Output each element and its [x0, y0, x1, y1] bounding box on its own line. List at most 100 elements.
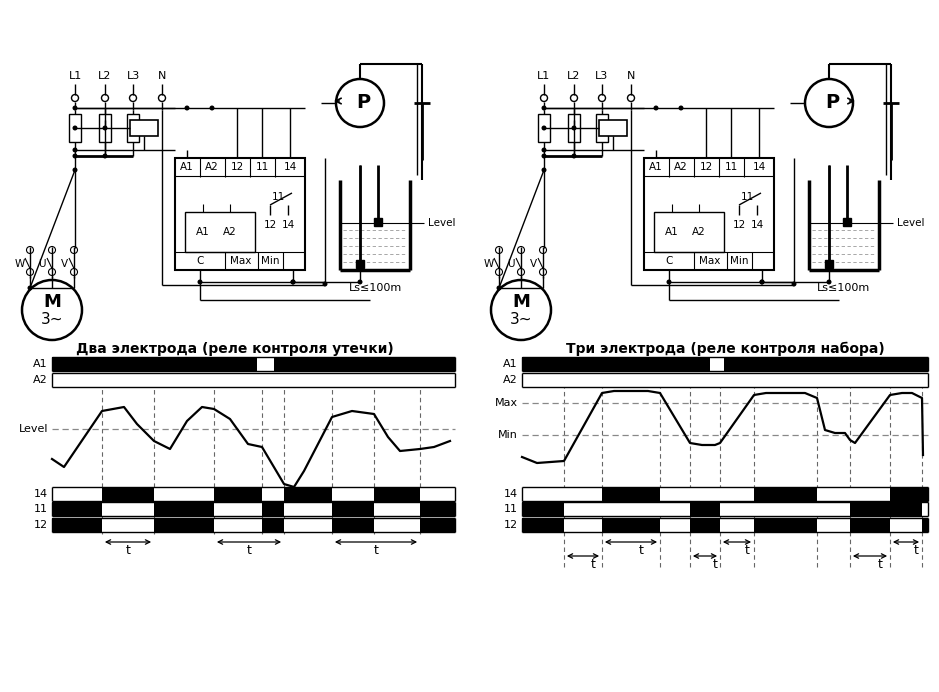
Text: A2: A2	[205, 162, 219, 172]
Circle shape	[102, 125, 107, 131]
Circle shape	[101, 95, 109, 102]
Text: A2: A2	[33, 375, 48, 385]
Bar	[720, 502, 850, 516]
Text: Level: Level	[19, 424, 48, 434]
Bar	[660, 518, 690, 532]
Text: t: t	[878, 558, 883, 570]
Circle shape	[496, 268, 502, 275]
Text: A2: A2	[692, 227, 706, 237]
Circle shape	[72, 147, 78, 152]
Bar	[922, 502, 928, 516]
Bar	[843, 218, 851, 226]
Circle shape	[542, 125, 546, 131]
Bar	[284, 502, 332, 516]
Text: A2: A2	[503, 375, 518, 385]
Bar	[754, 518, 817, 532]
Circle shape	[792, 282, 796, 286]
Bar	[69, 114, 81, 142]
Text: Три электрода (реле контроля набора): Три электрода (реле контроля набора)	[565, 342, 885, 356]
Bar	[175, 158, 305, 270]
Text: t: t	[713, 558, 717, 570]
Bar	[690, 502, 720, 516]
Circle shape	[542, 154, 546, 158]
Circle shape	[72, 167, 78, 172]
Bar	[850, 518, 890, 532]
Text: P: P	[356, 93, 370, 113]
Bar	[52, 518, 102, 532]
Bar	[52, 502, 102, 516]
Bar	[374, 487, 420, 501]
Text: t: t	[745, 543, 749, 556]
Text: A2: A2	[223, 227, 237, 237]
Text: M: M	[512, 293, 530, 311]
Text: W: W	[15, 259, 25, 269]
Text: L3: L3	[595, 71, 608, 81]
Circle shape	[540, 246, 546, 253]
Bar	[214, 487, 262, 501]
Bar	[284, 487, 332, 501]
Bar	[332, 518, 374, 532]
Text: Max: Max	[230, 256, 252, 266]
Text: t: t	[639, 543, 643, 556]
Bar	[274, 357, 455, 371]
Text: A1: A1	[503, 359, 518, 369]
Bar	[817, 518, 850, 532]
Bar	[374, 502, 420, 516]
Text: 12: 12	[34, 520, 48, 530]
Text: 14: 14	[34, 489, 48, 499]
Text: A1: A1	[34, 359, 48, 369]
Text: Level: Level	[897, 218, 925, 228]
Text: Ls≤100m: Ls≤100m	[817, 283, 870, 293]
Circle shape	[27, 286, 33, 291]
Bar	[214, 518, 262, 532]
Bar	[262, 502, 284, 516]
Circle shape	[71, 95, 79, 102]
Text: Два электрода (реле контроля утечки): Два электрода (реле контроля утечки)	[76, 342, 393, 356]
Circle shape	[517, 268, 525, 275]
Bar	[602, 518, 660, 532]
Bar	[690, 518, 720, 532]
Text: P: P	[825, 93, 839, 113]
Circle shape	[72, 154, 78, 158]
Bar	[538, 114, 550, 142]
Text: L3: L3	[127, 71, 140, 81]
Text: Ls≤100m: Ls≤100m	[348, 283, 402, 293]
Circle shape	[542, 147, 546, 152]
Bar	[214, 502, 262, 516]
Text: t: t	[591, 558, 595, 570]
Text: 14: 14	[752, 162, 765, 172]
Text: 11: 11	[34, 504, 48, 514]
Bar	[644, 158, 774, 270]
Circle shape	[542, 105, 546, 111]
Circle shape	[290, 280, 296, 284]
Bar	[356, 260, 364, 268]
Text: t: t	[247, 545, 252, 558]
Bar	[660, 487, 754, 501]
Text: 12: 12	[230, 162, 243, 172]
Bar	[596, 114, 608, 142]
Text: 11: 11	[255, 162, 269, 172]
Circle shape	[571, 95, 577, 102]
Text: W: W	[484, 259, 494, 269]
Circle shape	[572, 154, 577, 158]
Bar	[564, 502, 690, 516]
Bar	[374, 518, 420, 532]
Bar	[262, 487, 284, 501]
Circle shape	[49, 246, 55, 253]
Bar	[102, 487, 154, 501]
Bar	[99, 114, 111, 142]
Text: Min: Min	[261, 256, 279, 266]
Text: Max: Max	[495, 398, 518, 408]
Circle shape	[49, 268, 55, 275]
Circle shape	[22, 280, 82, 340]
Circle shape	[26, 268, 34, 275]
Text: 11: 11	[740, 192, 754, 202]
Bar	[52, 487, 102, 501]
Bar	[102, 518, 154, 532]
Circle shape	[70, 246, 78, 253]
Bar	[817, 487, 890, 501]
Circle shape	[497, 286, 501, 291]
Circle shape	[541, 95, 547, 102]
Text: Min: Min	[730, 256, 748, 266]
Text: 11: 11	[504, 504, 518, 514]
